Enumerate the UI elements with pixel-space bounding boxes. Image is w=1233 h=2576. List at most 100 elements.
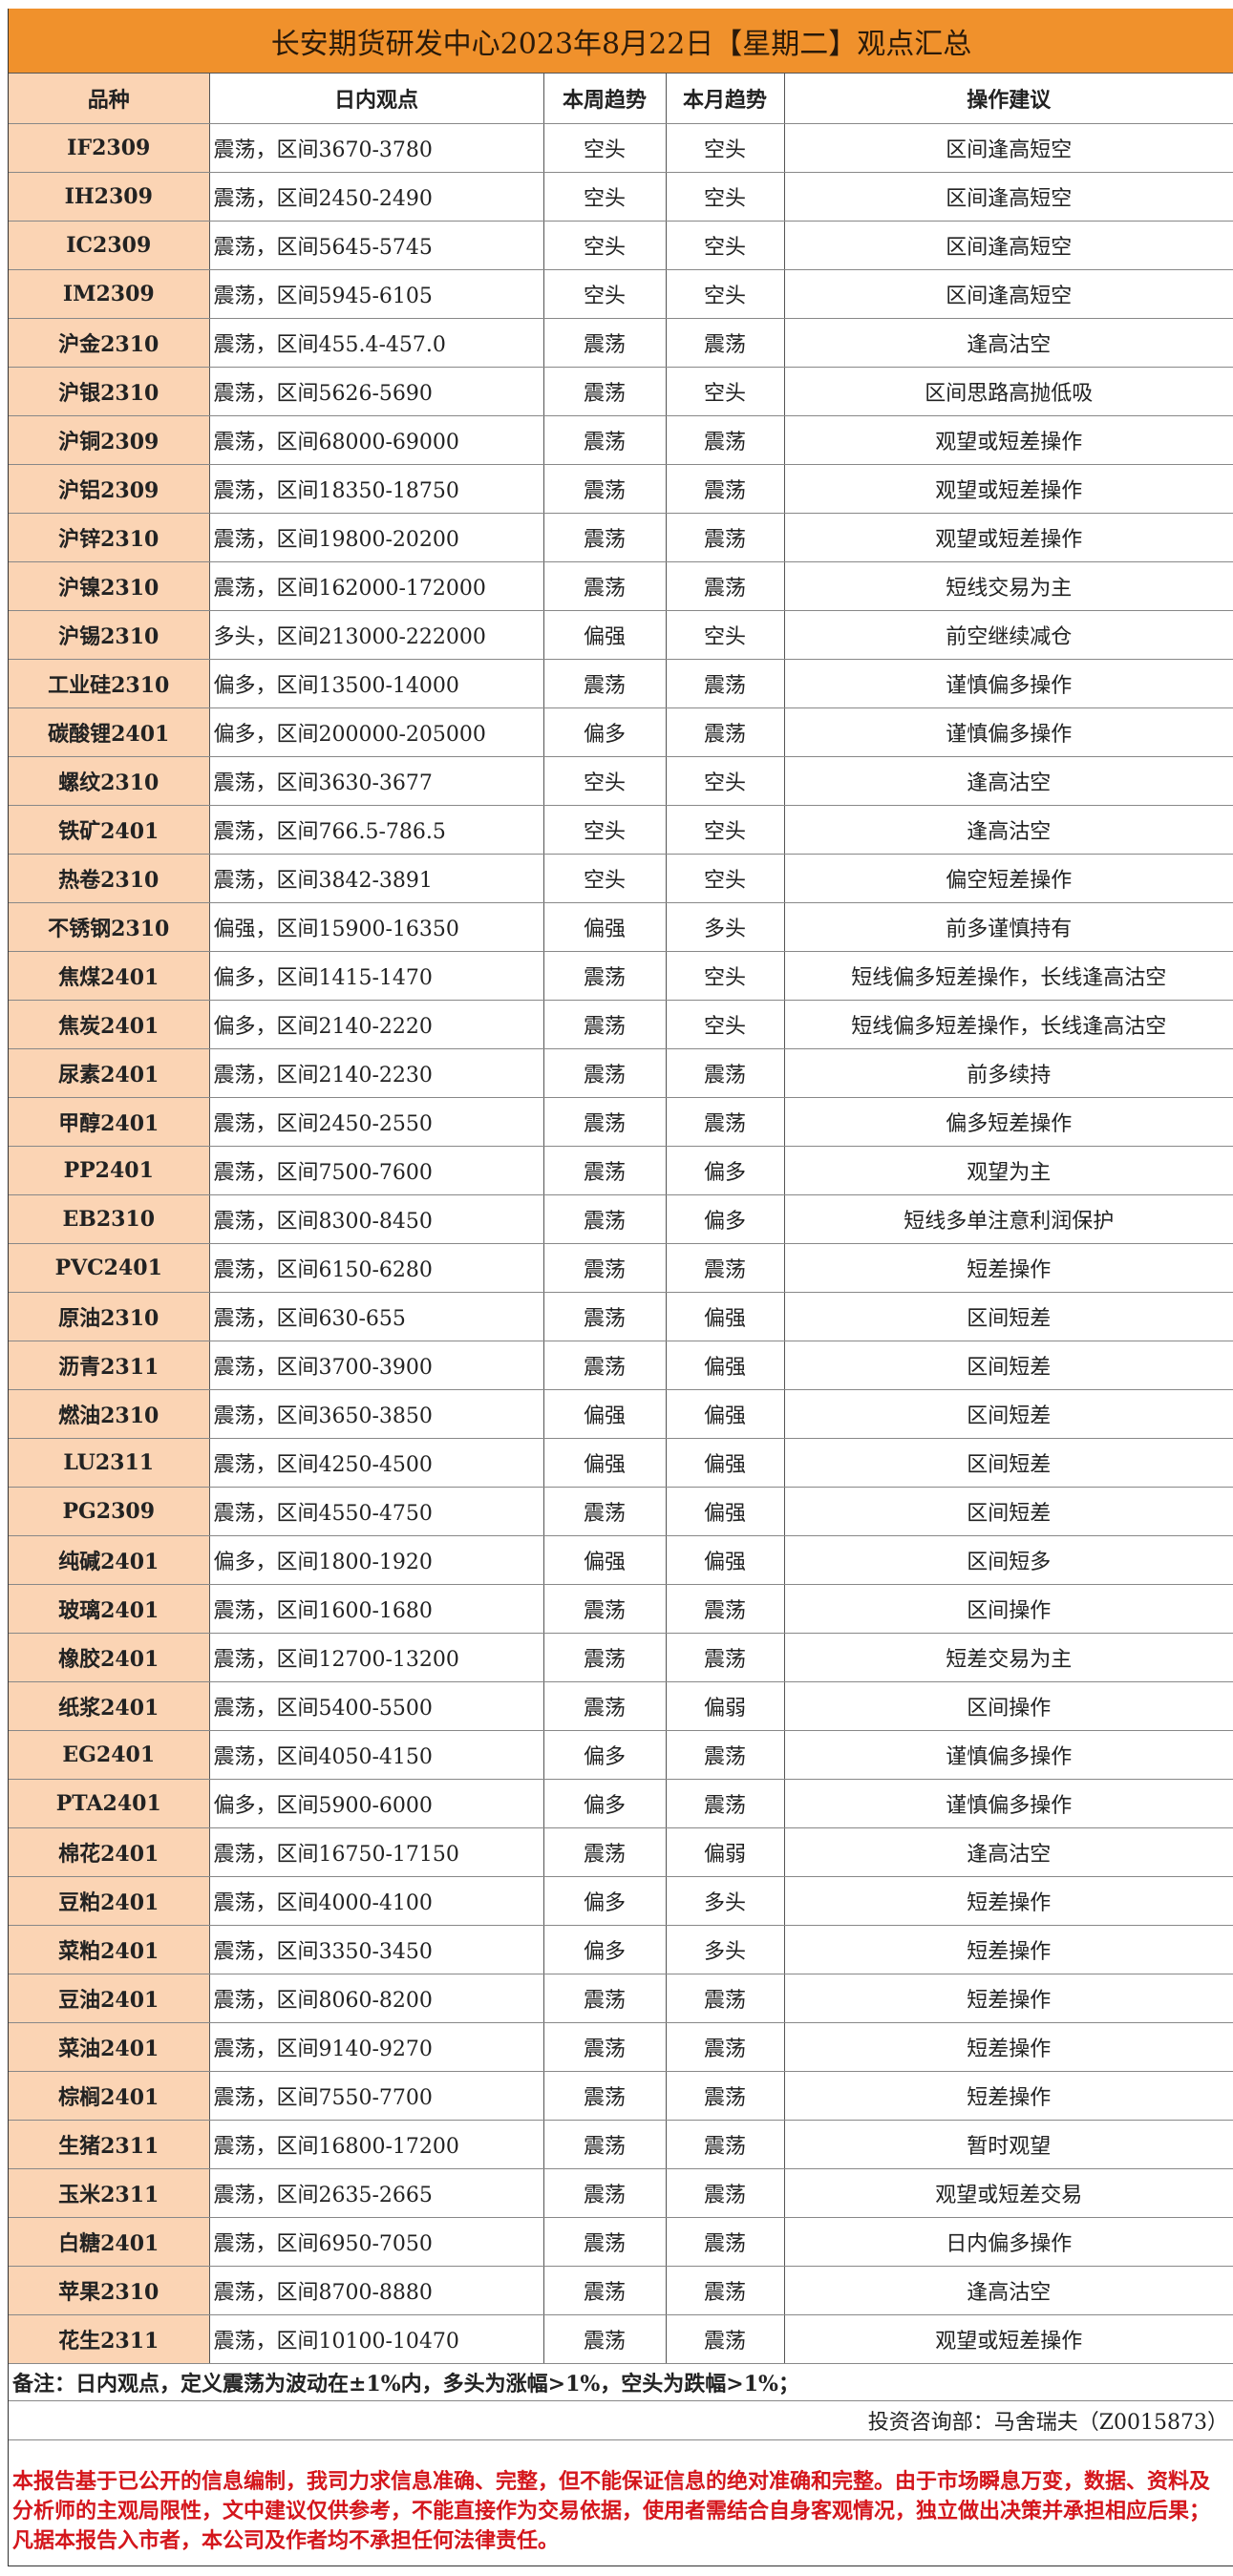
variety-cell: 沪铜2309 xyxy=(9,415,210,465)
suggestion-cell: 短线偏多短差操作，长线逢高沽空 xyxy=(784,951,1233,1001)
table-row: PVC2401 震荡，区间6150-6280 震荡 震荡 短差操作 xyxy=(9,1243,1233,1293)
table-row: 纯碱2401 偏多，区间1800-1920 偏强 偏强 区间短多 xyxy=(9,1535,1233,1585)
disclaimer: 本报告基于已公开的信息编制，我司力求信息准确、完整，但不能保证信息的绝对准确和完… xyxy=(9,2440,1233,2566)
variety-cell: 螺纹2310 xyxy=(9,756,210,806)
weekly-trend-cell: 震荡 xyxy=(543,2314,667,2364)
monthly-trend-cell: 震荡 xyxy=(666,415,785,465)
intraday-view-cell: 震荡，区间5645-5745 xyxy=(209,221,544,270)
monthly-trend-cell: 震荡 xyxy=(666,464,785,514)
variety-cell: EG2401 xyxy=(9,1730,210,1780)
variety-cell: 棉花2401 xyxy=(9,1827,210,1877)
suggestion-cell: 观望或短差操作 xyxy=(784,513,1233,562)
table-row: IM2309 震荡，区间5945-6105 空头 空头 区间逢高短空 xyxy=(9,269,1233,319)
intraday-view-cell: 震荡，区间6150-6280 xyxy=(209,1243,544,1293)
monthly-trend-cell: 震荡 xyxy=(666,2120,785,2169)
suggestion-cell: 区间逢高短空 xyxy=(784,172,1233,222)
variety-cell: IM2309 xyxy=(9,269,210,319)
suggestion-cell: 逢高沽空 xyxy=(784,1827,1233,1877)
intraday-view-cell: 震荡，区间7500-7600 xyxy=(209,1146,544,1195)
intraday-view-cell: 震荡，区间3842-3891 xyxy=(209,854,544,903)
intraday-view-cell: 震荡，区间10100-10470 xyxy=(209,2314,544,2364)
weekly-trend-cell: 震荡 xyxy=(543,1584,667,1634)
weekly-trend-cell: 空头 xyxy=(543,221,667,270)
weekly-trend-cell: 偏多 xyxy=(543,1876,667,1926)
note: 备注：日内观点，定义震荡为波动在±1%内，多头为涨幅>1%，空头为跌幅>1%； xyxy=(9,2364,1233,2401)
intraday-view-cell: 震荡，区间3670-3780 xyxy=(209,123,544,173)
suggestion-cell: 短差操作 xyxy=(784,2022,1233,2072)
weekly-trend-cell: 偏强 xyxy=(543,1438,667,1488)
weekly-trend-cell: 震荡 xyxy=(543,2168,667,2218)
monthly-trend-cell: 震荡 xyxy=(666,1097,785,1147)
report-sheet: 长安期货研发中心2023年8月22日【星期二】观点汇总 品种 日内观点 本周趋势… xyxy=(8,9,1233,2566)
variety-cell: 橡胶2401 xyxy=(9,1633,210,1682)
weekly-trend-cell: 震荡 xyxy=(543,367,667,416)
monthly-trend-cell: 震荡 xyxy=(666,1779,785,1828)
monthly-trend-cell: 空头 xyxy=(666,756,785,806)
intraday-view-cell: 震荡，区间6950-7050 xyxy=(209,2217,544,2267)
table-row: 豆油2401 震荡，区间8060-8200 震荡 震荡 短差操作 xyxy=(9,1974,1233,2023)
weekly-trend-cell: 震荡 xyxy=(543,1194,667,1244)
weekly-trend-cell: 震荡 xyxy=(543,1341,667,1390)
monthly-trend-cell: 多头 xyxy=(666,902,785,952)
weekly-trend-cell: 偏强 xyxy=(543,902,667,952)
weekly-trend-cell: 震荡 xyxy=(543,1487,667,1536)
monthly-trend-cell: 震荡 xyxy=(666,1243,785,1293)
weekly-trend-cell: 偏强 xyxy=(543,1389,667,1439)
table-row: PP2401 震荡，区间7500-7600 震荡 偏多 观望为主 xyxy=(9,1146,1233,1195)
suggestion-cell: 区间短差 xyxy=(784,1487,1233,1536)
variety-cell: 甲醇2401 xyxy=(9,1097,210,1147)
suggestion-cell: 区间短差 xyxy=(784,1438,1233,1488)
monthly-trend-cell: 震荡 xyxy=(666,2266,785,2315)
suggestion-cell: 区间短差 xyxy=(784,1292,1233,1341)
variety-cell: 焦煤2401 xyxy=(9,951,210,1001)
intraday-view-cell: 震荡，区间68000-69000 xyxy=(209,415,544,465)
table-row: EG2401 震荡，区间4050-4150 偏多 震荡 谨慎偏多操作 xyxy=(9,1730,1233,1780)
monthly-trend-cell: 偏强 xyxy=(666,1292,785,1341)
intraday-view-cell: 震荡，区间162000-172000 xyxy=(209,561,544,611)
suggestion-cell: 区间短多 xyxy=(784,1535,1233,1585)
intraday-view-cell: 震荡，区间4250-4500 xyxy=(209,1438,544,1488)
intraday-view-cell: 震荡，区间4550-4750 xyxy=(209,1487,544,1536)
monthly-trend-cell: 震荡 xyxy=(666,2168,785,2218)
monthly-trend-cell: 空头 xyxy=(666,172,785,222)
intraday-view-cell: 震荡，区间12700-13200 xyxy=(209,1633,544,1682)
header-variety: 品种 xyxy=(9,74,210,124)
suggestion-cell: 区间逢高短空 xyxy=(784,221,1233,270)
monthly-trend-cell: 空头 xyxy=(666,951,785,1001)
intraday-view-cell: 震荡，区间8060-8200 xyxy=(209,1974,544,2023)
weekly-trend-cell: 空头 xyxy=(543,123,667,173)
suggestion-cell: 逢高沽空 xyxy=(784,805,1233,855)
suggestion-cell: 短差操作 xyxy=(784,1876,1233,1926)
weekly-trend-cell: 偏强 xyxy=(543,1535,667,1585)
table-row: 棉花2401 震荡，区间16750-17150 震荡 偏弱 逢高沽空 xyxy=(9,1827,1233,1877)
intraday-view-cell: 震荡，区间455.4-457.0 xyxy=(209,318,544,368)
variety-cell: PP2401 xyxy=(9,1146,210,1195)
suggestion-cell: 观望或短差操作 xyxy=(784,464,1233,514)
table-row: PG2309 震荡，区间4550-4750 震荡 偏强 区间短差 xyxy=(9,1487,1233,1536)
monthly-trend-cell: 空头 xyxy=(666,221,785,270)
suggestion-cell: 短差操作 xyxy=(784,1243,1233,1293)
variety-cell: 白糖2401 xyxy=(9,2217,210,2267)
variety-cell: 沪镍2310 xyxy=(9,561,210,611)
weekly-trend-cell: 震荡 xyxy=(543,1292,667,1341)
weekly-trend-cell: 偏多 xyxy=(543,1730,667,1780)
intraday-view-cell: 震荡，区间2140-2230 xyxy=(209,1048,544,1098)
monthly-trend-cell: 空头 xyxy=(666,269,785,319)
table-row: 沪银2310 震荡，区间5626-5690 震荡 空头 区间思路高抛低吸 xyxy=(9,367,1233,416)
table-row: 螺纹2310 震荡，区间3630-3677 空头 空头 逢高沽空 xyxy=(9,756,1233,806)
variety-cell: 花生2311 xyxy=(9,2314,210,2364)
monthly-trend-cell: 震荡 xyxy=(666,1048,785,1098)
suggestion-cell: 前多续持 xyxy=(784,1048,1233,1098)
intraday-view-cell: 偏多，区间5900-6000 xyxy=(209,1779,544,1828)
monthly-trend-cell: 震荡 xyxy=(666,1633,785,1682)
weekly-trend-cell: 空头 xyxy=(543,805,667,855)
monthly-trend-cell: 震荡 xyxy=(666,561,785,611)
weekly-trend-cell: 偏多 xyxy=(543,707,667,757)
header-suggestion: 操作建议 xyxy=(784,74,1233,124)
weekly-trend-cell: 震荡 xyxy=(543,318,667,368)
monthly-trend-cell: 震荡 xyxy=(666,513,785,562)
monthly-trend-cell: 空头 xyxy=(666,367,785,416)
suggestion-cell: 观望或短差交易 xyxy=(784,2168,1233,2218)
intraday-view-cell: 震荡，区间2635-2665 xyxy=(209,2168,544,2218)
suggestion-cell: 短差交易为主 xyxy=(784,1633,1233,1682)
